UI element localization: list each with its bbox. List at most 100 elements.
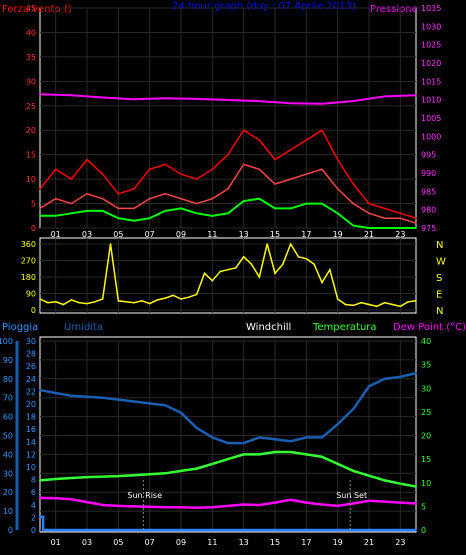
data-point [289,178,292,180]
data-point [148,473,151,476]
pressure-axis-label: Pressione [370,4,418,15]
data-point [274,438,276,441]
data-point [109,243,112,245]
data-point [352,502,355,505]
data-point [258,197,261,200]
data-point [235,267,237,269]
x-tick-label: 15 [270,538,280,547]
data-point [242,442,245,445]
data-point [188,296,190,298]
temperature-humidity-panel: Pioggia Umidita Windchill Temperatura De… [0,322,466,535]
data-point [39,298,41,300]
legend-windchill: Windchill [246,322,291,333]
data-point [368,227,370,229]
data-point [54,214,57,217]
data-point [70,202,73,205]
y-tick-humidity: 18 [26,413,36,422]
x-tick-label: 17 [301,538,311,547]
wind-pressure-panel: Forza vento () 24 hour graph (day : 07 A… [2,1,441,233]
data-point [399,501,402,504]
y-tick-rain: 100 [0,337,13,346]
data-point [164,97,167,99]
data-point [227,153,229,156]
data-point [164,506,167,509]
compass-label: N [436,240,443,251]
data-point [180,506,182,509]
y-tick-left: 5 [31,200,36,209]
y-tick-right: 1005 [421,114,441,123]
data-point [227,504,229,507]
data-point [117,217,120,220]
compass-label: E [436,290,442,301]
y-tick-rain: 90 [3,356,13,365]
data-point [86,501,88,504]
y-tick-humidity: 2 [31,513,36,522]
data-point [94,300,96,303]
data-point [195,178,198,180]
y-tick-humidity: 10 [26,463,36,472]
data-point [289,102,292,105]
data-point [250,263,253,265]
data-point [242,503,245,506]
data-point [203,272,206,275]
data-point [305,257,308,260]
y-tick-temperature: 20 [421,432,431,441]
data-point [415,94,417,97]
data-point [274,183,276,185]
compass-label: W [436,257,446,268]
data-point [101,210,104,212]
data-point [101,396,104,399]
data-point [258,139,261,141]
data-point [336,158,339,161]
data-point [407,300,409,303]
data-point [321,436,323,439]
y-tick-humidity: 0 [31,526,36,535]
data-point [211,462,214,465]
data-point [164,210,167,212]
y-tick-rain: 40 [3,450,13,459]
data-point [125,300,127,303]
y-tick-humidity: 30 [26,337,36,346]
data-point [305,202,308,205]
data-point [258,100,261,102]
data-point [415,529,417,531]
x-tick-label: 17 [301,230,311,239]
data-point [42,515,45,518]
data-point [399,375,402,378]
x-tick-label: 11 [207,230,217,239]
y-tick-temperature: 40 [421,337,431,346]
y-tick-humidity: 26 [26,362,36,371]
chart-title: 24 hour graph (day : 07 Aprile 2013) [172,1,356,12]
y-tick-right: 1010 [421,96,441,105]
data-point [415,222,417,224]
y-tick-right: 1035 [421,4,441,13]
x-tick-label: 15 [270,230,280,239]
data-point [383,301,386,304]
data-point [227,458,229,461]
data-point [156,299,159,301]
legend-umidita: Umidita [64,322,103,333]
data-point [227,212,229,215]
data-point [164,404,167,407]
data-point [274,272,276,275]
data-point [117,300,120,302]
data-point [148,217,151,220]
data-point [195,202,198,205]
data-point [383,227,386,229]
x-tick-label: 13 [239,538,249,547]
data-point [368,202,370,205]
data-point [39,214,41,217]
data-point [180,469,182,472]
x-tick-label: 07 [145,230,155,239]
data-point [164,163,167,166]
data-point [329,268,331,271]
data-point [321,281,323,284]
data-point [305,436,308,439]
sun-set-label: Sun Set [336,491,367,500]
data-point [383,500,386,503]
data-point [399,305,402,308]
data-point [39,93,41,95]
data-point [133,219,135,222]
data-point [242,453,245,456]
data-point [399,212,402,215]
